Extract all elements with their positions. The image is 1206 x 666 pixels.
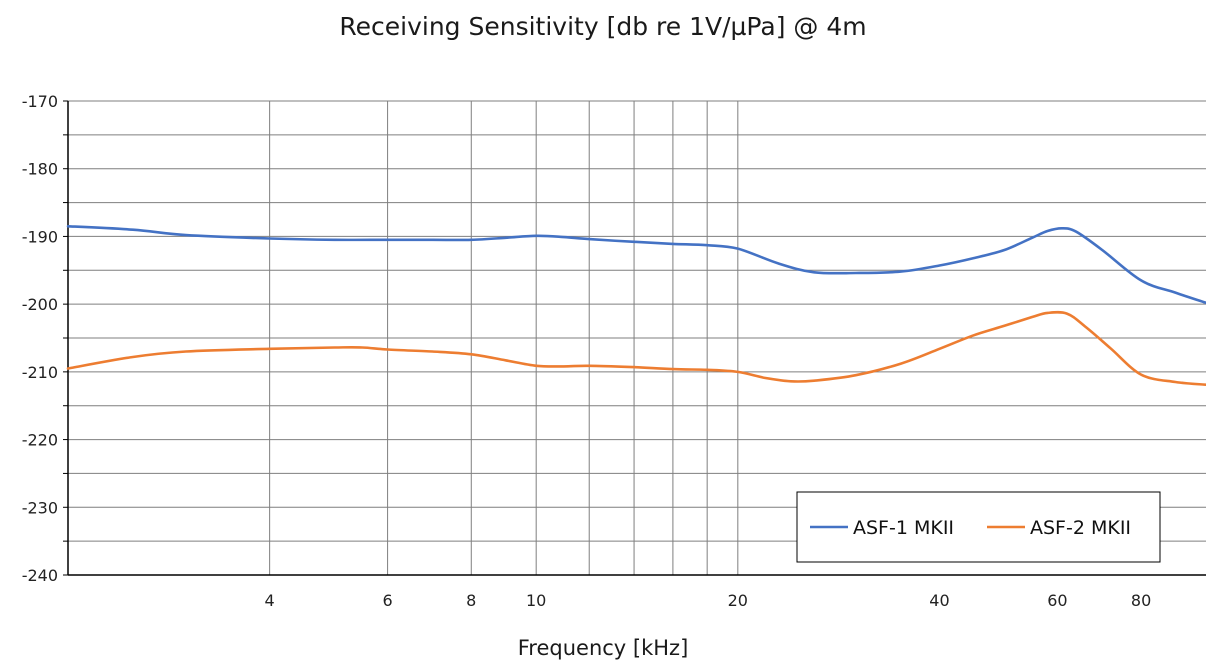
x-tick-label: 8 bbox=[466, 591, 476, 610]
horizontal-gridlines bbox=[68, 100, 1206, 576]
x-tick-labels: 4 6 8 10 20 40 60 80 bbox=[265, 591, 1152, 610]
legend-label-2: ASF-2 MKII bbox=[1030, 517, 1131, 539]
x-tick-label: 40 bbox=[929, 591, 949, 610]
legend: ASF-1 MKII ASF-2 MKII bbox=[796, 491, 1161, 563]
legend-label-1: ASF-1 MKII bbox=[853, 517, 954, 539]
y-tick-label: -170 bbox=[22, 92, 58, 111]
y-tick-label: -210 bbox=[22, 363, 58, 382]
x-tick-label: 4 bbox=[265, 591, 275, 610]
chart-title: Receiving Sensitivity [db re 1V/µPa] @ 4… bbox=[339, 12, 867, 41]
x-tick-label: 20 bbox=[728, 591, 748, 610]
x-tick-label: 80 bbox=[1131, 591, 1151, 610]
series-line-1 bbox=[66, 225, 1206, 305]
series-line-2 bbox=[66, 310, 1206, 386]
x-axis-label: Frequency [kHz] bbox=[517, 636, 689, 660]
x-tick-label: 6 bbox=[382, 591, 392, 610]
vertical-gridlines bbox=[269, 101, 739, 575]
y-tick-label: -180 bbox=[22, 160, 58, 179]
x-tick-label: 60 bbox=[1047, 591, 1067, 610]
x-tick-label: 10 bbox=[526, 591, 546, 610]
y-tick-labels: -170 -180 -190 -200 -210 -220 -230 -240 bbox=[22, 92, 58, 585]
y-tick-label: -240 bbox=[22, 566, 58, 585]
y-tick-label: -220 bbox=[22, 431, 58, 450]
y-tick-label: -190 bbox=[22, 227, 58, 246]
legend-box bbox=[796, 491, 1161, 563]
y-tick-label: -230 bbox=[22, 498, 58, 517]
y-tick-label: -200 bbox=[22, 295, 58, 314]
series-lines bbox=[66, 225, 1206, 386]
axes bbox=[63, 100, 1206, 576]
